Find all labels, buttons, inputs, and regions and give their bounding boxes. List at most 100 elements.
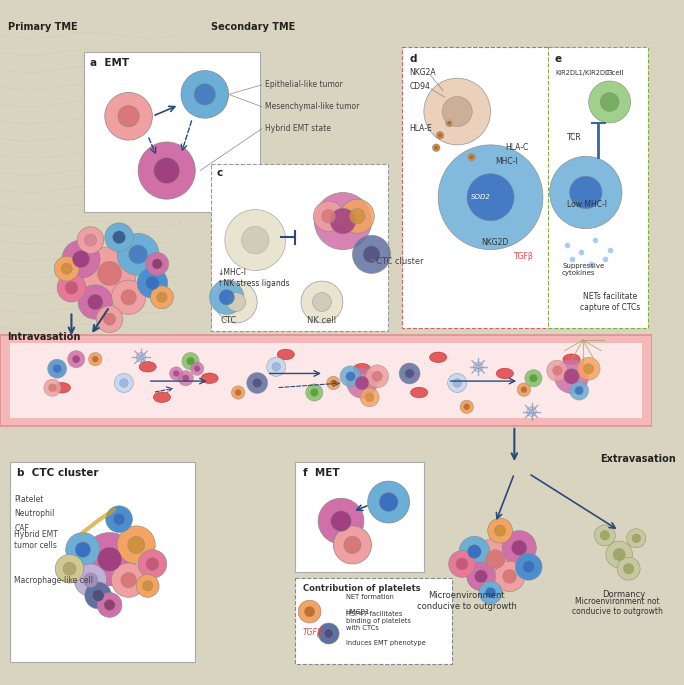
Circle shape	[83, 247, 136, 300]
Circle shape	[129, 245, 148, 264]
Circle shape	[344, 536, 361, 553]
Text: HMGB1: HMGB1	[346, 610, 370, 615]
Ellipse shape	[563, 354, 580, 364]
Text: NKG2D: NKG2D	[481, 238, 508, 247]
Circle shape	[311, 388, 318, 397]
Text: Secondary TME: Secondary TME	[211, 22, 295, 32]
Circle shape	[594, 525, 616, 546]
Ellipse shape	[53, 382, 70, 393]
Circle shape	[443, 97, 472, 127]
Circle shape	[231, 386, 245, 399]
Text: Platelet: Platelet	[14, 495, 44, 504]
Circle shape	[527, 407, 536, 416]
Circle shape	[88, 295, 103, 310]
Circle shape	[575, 386, 583, 395]
Circle shape	[227, 292, 246, 312]
Circle shape	[434, 146, 438, 149]
Text: CAF: CAF	[14, 523, 29, 533]
Circle shape	[301, 281, 343, 323]
Circle shape	[473, 362, 483, 371]
Circle shape	[368, 481, 410, 523]
Text: T cell: T cell	[605, 71, 624, 76]
Text: c: c	[216, 169, 222, 178]
Circle shape	[464, 403, 470, 410]
Circle shape	[138, 142, 195, 199]
Circle shape	[272, 362, 280, 371]
Ellipse shape	[497, 369, 514, 379]
Text: Contribution of platelets: Contribution of platelets	[303, 584, 421, 593]
Circle shape	[340, 366, 361, 387]
Text: f  MET: f MET	[303, 469, 339, 478]
Circle shape	[173, 371, 179, 377]
Circle shape	[53, 364, 62, 373]
Circle shape	[502, 531, 536, 565]
Circle shape	[306, 384, 323, 401]
Circle shape	[146, 253, 168, 275]
Circle shape	[525, 370, 542, 387]
Circle shape	[118, 105, 140, 127]
Circle shape	[106, 506, 133, 532]
Circle shape	[55, 554, 84, 583]
Text: NETs facilitate
capture of CTCs: NETs facilitate capture of CTCs	[579, 292, 640, 312]
Text: Microenvironment
conducive to outgrowth: Microenvironment conducive to outgrowth	[417, 591, 516, 611]
Circle shape	[589, 81, 631, 123]
Text: TGFβ: TGFβ	[514, 252, 534, 261]
FancyBboxPatch shape	[402, 47, 572, 327]
FancyBboxPatch shape	[84, 53, 260, 212]
Circle shape	[85, 234, 96, 246]
Circle shape	[128, 536, 145, 553]
Circle shape	[318, 498, 364, 544]
Circle shape	[75, 542, 90, 558]
Text: NK cell: NK cell	[307, 316, 337, 325]
Circle shape	[379, 493, 398, 512]
Circle shape	[456, 558, 468, 570]
Circle shape	[547, 360, 568, 381]
Circle shape	[503, 569, 516, 583]
Circle shape	[521, 386, 527, 393]
Text: ↓MHC-I: ↓MHC-I	[218, 269, 246, 277]
Circle shape	[624, 564, 634, 574]
Text: SOD2: SOD2	[471, 194, 491, 200]
Text: CTC cluster: CTC cluster	[376, 257, 424, 266]
Ellipse shape	[410, 387, 428, 398]
Text: TCR: TCR	[567, 133, 581, 142]
Circle shape	[194, 84, 215, 105]
Text: e: e	[554, 54, 562, 64]
Circle shape	[486, 550, 505, 569]
Circle shape	[49, 384, 56, 392]
Text: Microenvironment not
conducive to outgrowth: Microenvironment not conducive to outgro…	[572, 597, 663, 617]
Circle shape	[627, 529, 646, 548]
Ellipse shape	[430, 352, 447, 362]
Ellipse shape	[354, 364, 371, 374]
Text: Macrophage-like cell: Macrophage-like cell	[14, 576, 93, 585]
Circle shape	[512, 540, 527, 556]
Circle shape	[313, 201, 344, 232]
Circle shape	[313, 292, 331, 312]
Circle shape	[448, 121, 451, 125]
Circle shape	[136, 353, 146, 362]
Circle shape	[105, 223, 133, 251]
Circle shape	[355, 376, 369, 390]
Circle shape	[347, 368, 377, 398]
Circle shape	[346, 371, 355, 381]
Text: Suppressive
cytokines: Suppressive cytokines	[562, 263, 604, 276]
FancyBboxPatch shape	[295, 462, 424, 571]
Circle shape	[350, 208, 365, 224]
Circle shape	[105, 92, 153, 140]
Circle shape	[523, 561, 535, 573]
Circle shape	[96, 306, 123, 332]
Circle shape	[488, 519, 512, 543]
Circle shape	[111, 280, 146, 314]
Circle shape	[466, 562, 495, 590]
Circle shape	[448, 373, 466, 393]
Circle shape	[85, 582, 111, 609]
Ellipse shape	[201, 373, 218, 384]
Circle shape	[83, 532, 136, 586]
Circle shape	[235, 390, 241, 395]
Circle shape	[453, 379, 462, 387]
Circle shape	[495, 561, 525, 592]
Circle shape	[318, 623, 339, 644]
Circle shape	[150, 286, 173, 309]
Circle shape	[121, 573, 136, 588]
Circle shape	[63, 562, 76, 575]
